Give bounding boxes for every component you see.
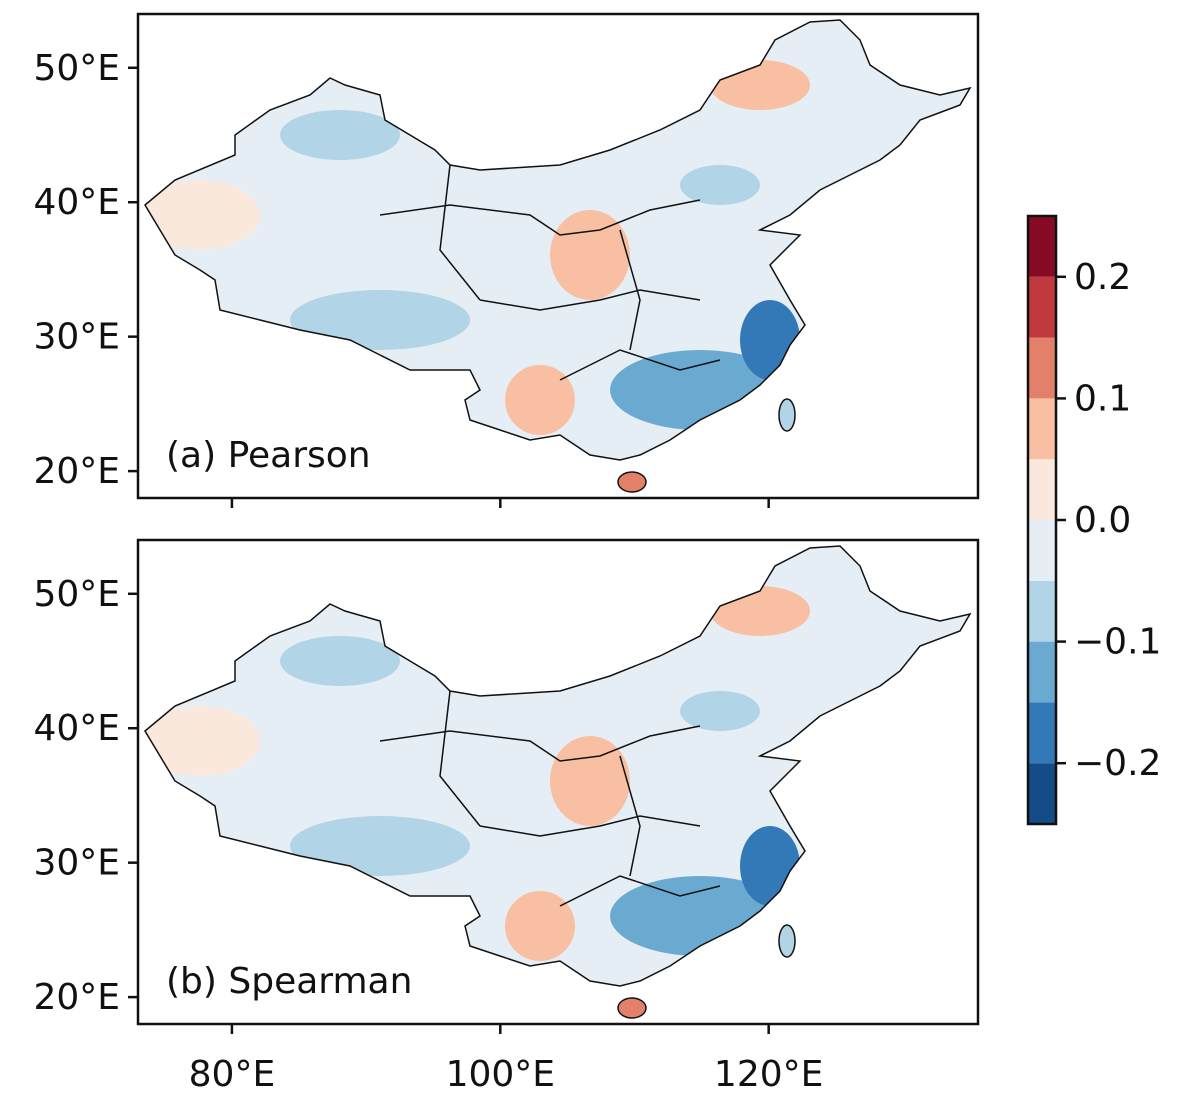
axes: 20°E 30°E 40°E 50°E 20°E 30°E 40°E 50°E 80°E 100°… [33,48,823,1095]
colorbar-bin [1028,276,1056,338]
colorbar-bin [1028,216,1056,277]
frame [136,538,980,1026]
colorbar-bin [1028,459,1056,520]
colorbar-tick-label: 0.1 [1074,378,1131,419]
y-tick-label: 40°E [33,182,120,223]
y-tick-label: 30°E [33,843,120,884]
colorbar-bin [1028,763,1056,824]
y-tick-label: 30°E [33,317,120,358]
panel-label: (a) Pearson [166,435,371,476]
colorbar-bin [1028,702,1056,764]
map [130,536,990,1018]
colorbar-bin [1028,641,1056,703]
colorbar-tick-label: −0.2 [1074,743,1161,784]
map [130,10,990,492]
y-tick-label: 50°E [33,48,120,89]
x-tick-label: 100°E [446,1054,555,1095]
colorbar-tick-label: −0.1 [1074,622,1161,663]
panel-a: (a) Pearson [130,10,990,500]
colorbar-bin [1028,398,1056,460]
colorbar-bin [1028,520,1056,581]
x-tick-label: 120°E [714,1054,823,1095]
colorbar-bin [1028,580,1056,642]
frame [136,12,980,500]
x-tick-label: 80°E [189,1054,276,1095]
colorbar: −0.2 −0.1 0.0 0.1 0.2 [1026,214,1161,826]
colorbar-bin [1028,337,1056,399]
y-tick-label: 20°E [33,977,120,1018]
colorbar-tick-label: 0.2 [1074,257,1131,298]
colorbar-tick-label: 0.0 [1074,500,1131,541]
panel-b: (b) Spearman [130,536,990,1026]
y-tick-label: 40°E [33,708,120,749]
panel-label: (b) Spearman [166,961,412,1002]
y-tick-label: 50°E [33,574,120,615]
y-tick-label: 20°E [33,451,120,492]
